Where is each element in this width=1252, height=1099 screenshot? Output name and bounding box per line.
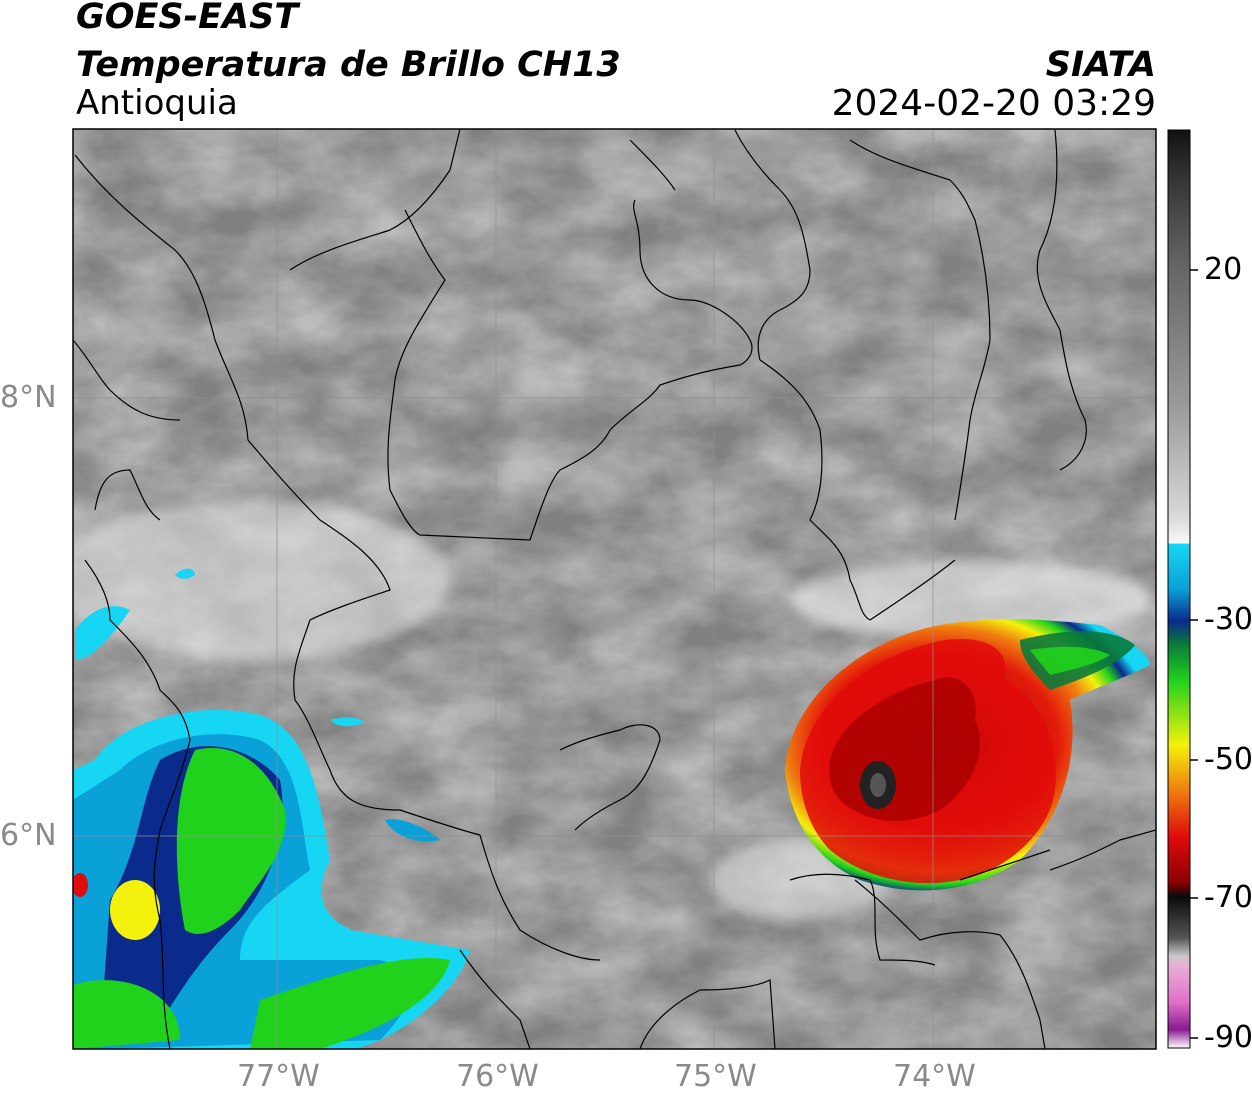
lon-label-76w: 76°W: [456, 1059, 539, 1094]
east-storm: [785, 619, 1150, 891]
region-label: Antioquia: [76, 83, 238, 123]
map-frame: [72, 128, 1157, 1050]
colorbar-label-minus90: -90: [1204, 1020, 1252, 1055]
colorbar-label-minus30: -30: [1204, 602, 1252, 637]
boundaries: [73, 129, 1156, 1049]
lon-label-75w: 75°W: [674, 1059, 757, 1094]
cloud-imagery: [73, 129, 1156, 1049]
colorbar-label-minus50: -50: [1204, 742, 1252, 777]
lon-label-77w: 77°W: [237, 1059, 320, 1094]
colorbar: [1167, 129, 1198, 1049]
colorbar-label-minus70: -70: [1204, 880, 1252, 915]
lat-label-6n: 6°N: [0, 818, 57, 853]
timestamp-label: 2024-02-20 03:29: [831, 83, 1156, 124]
lon-label-74w: 74°W: [893, 1059, 976, 1094]
colorbar-label-20: 20: [1204, 252, 1243, 287]
institution-label: SIATA: [1045, 45, 1156, 85]
lat-label-8n: 8°N: [0, 380, 57, 415]
satellite-title: GOES-EAST: [76, 0, 299, 37]
product-title: Temperatura de Brillo CH13: [76, 45, 621, 85]
